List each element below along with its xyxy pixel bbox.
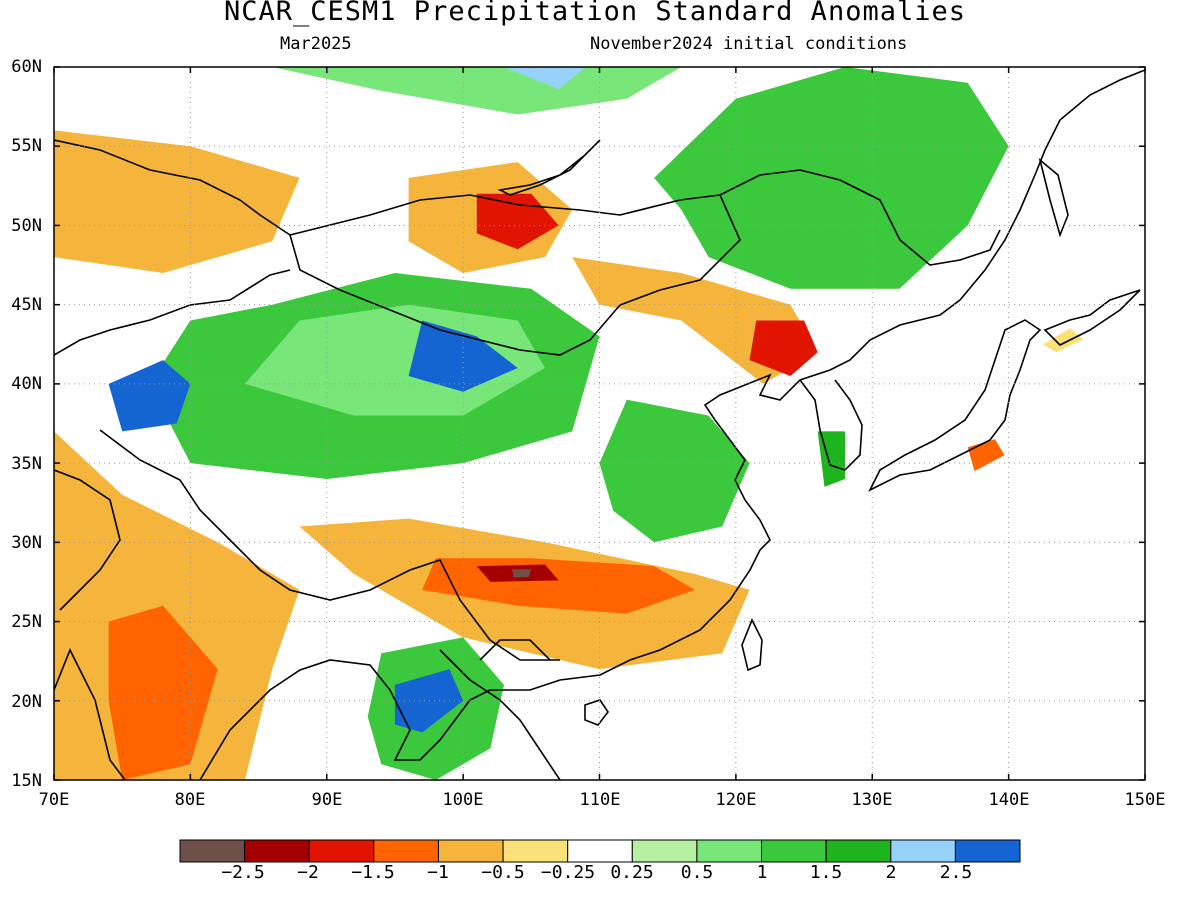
colorbar-swatch-7	[567, 839, 633, 863]
lat-label-55n: 55N	[11, 136, 42, 156]
colorbar-label-12: 2.5	[939, 862, 973, 883]
lat-label-30n: 30N	[11, 533, 42, 553]
colorbar-swatch-1	[179, 839, 246, 863]
colorbar	[179, 839, 1021, 863]
lon-label-70e: 70E	[38, 790, 70, 810]
colorbar-label-11: 2	[885, 862, 897, 883]
lat-label-20n: 20N	[11, 692, 42, 712]
wet-gobi-core	[408, 320, 518, 392]
dry-south-brown	[512, 569, 532, 578]
coastline-japan	[868, 319, 1042, 492]
chart-title: NCAR_CESM1 Precipitation Standard Anomal…	[224, 0, 966, 27]
lat-label-15n: 15N	[11, 771, 42, 791]
lat-label-45n: 45N	[11, 295, 42, 315]
colorbar-label-8: 0.5	[680, 862, 714, 883]
colorbar-swatch-8	[631, 839, 698, 863]
border-india-pakistan	[54, 469, 121, 611]
wet-tarim-core	[108, 360, 191, 432]
border-indochina	[439, 639, 561, 780]
colorbar-label-5: −0.5	[481, 862, 525, 883]
colorbar-label-6: −0.25	[540, 862, 596, 883]
lon-label-120e: 120E	[715, 790, 757, 810]
dry-kazakh	[54, 130, 300, 273]
colorbar-label-1: −2.5	[221, 862, 265, 883]
wet-north-fringe	[272, 67, 682, 115]
colorbar-label-3: −1.5	[351, 862, 395, 883]
axis-ticks	[53, 66, 1146, 781]
colorbar-swatch-6	[502, 839, 569, 863]
lon-label-110e: 110E	[579, 790, 621, 810]
initial-conditions: November2024 initial conditions	[590, 34, 908, 54]
colorbar-swatch-9	[696, 839, 763, 863]
dry-hokkaido	[1042, 328, 1084, 353]
lat-label-25n: 25N	[11, 612, 42, 632]
border-russia-china-ne	[719, 169, 1001, 266]
colorbar-swatch-5	[438, 839, 504, 863]
colorbar-label-10: 1.5	[809, 862, 843, 883]
colorbar-label-7: 0.25	[610, 862, 654, 883]
border-kazakhstan	[54, 139, 291, 356]
coastline-hainan	[584, 699, 609, 726]
dry-ne-core	[749, 320, 818, 376]
lon-label-100e: 100E	[442, 790, 484, 810]
border-mongolia	[289, 194, 741, 356]
lat-label-60n: 60N	[11, 57, 42, 77]
colorbar-swatch-11	[825, 839, 892, 863]
colorbar-label-9: 1	[756, 862, 768, 883]
coastline-hokkaido	[1043, 289, 1141, 346]
lon-label-90e: 90E	[311, 790, 343, 810]
coastline-korea	[799, 379, 863, 471]
colorbar-swatch-13	[954, 839, 1021, 863]
lon-label-150e: 150E	[1124, 790, 1166, 810]
lat-label-50n: 50N	[11, 216, 42, 236]
border-tibet-himalaya	[99, 429, 560, 661]
coastline-taiwan	[741, 618, 763, 672]
dry-mongolia-core	[476, 193, 559, 250]
colorbar-swatch-4	[373, 839, 439, 863]
colorbar-swatch-2	[244, 839, 310, 863]
wet-east-china	[599, 399, 750, 543]
colorbar-label-2: −2	[297, 862, 319, 883]
colorbar-label-4: −1	[427, 862, 449, 883]
lon-label-80e: 80E	[174, 790, 206, 810]
lat-label-35n: 35N	[11, 454, 42, 474]
target-month: Mar2025	[280, 34, 352, 54]
dry-india-core	[108, 605, 218, 780]
lon-label-130e: 130E	[851, 790, 893, 810]
lake-baikal	[497, 139, 601, 196]
lat-label-40n: 40N	[11, 374, 42, 394]
coastline-east-asia	[54, 69, 1145, 780]
anomaly-field	[54, 67, 1145, 780]
colorbar-swatch-10	[761, 839, 827, 863]
wet-north-core	[504, 67, 586, 90]
colorbar-swatch-12	[890, 839, 956, 863]
lon-label-140e: 140E	[988, 790, 1030, 810]
colorbar-swatch-3	[308, 839, 375, 863]
